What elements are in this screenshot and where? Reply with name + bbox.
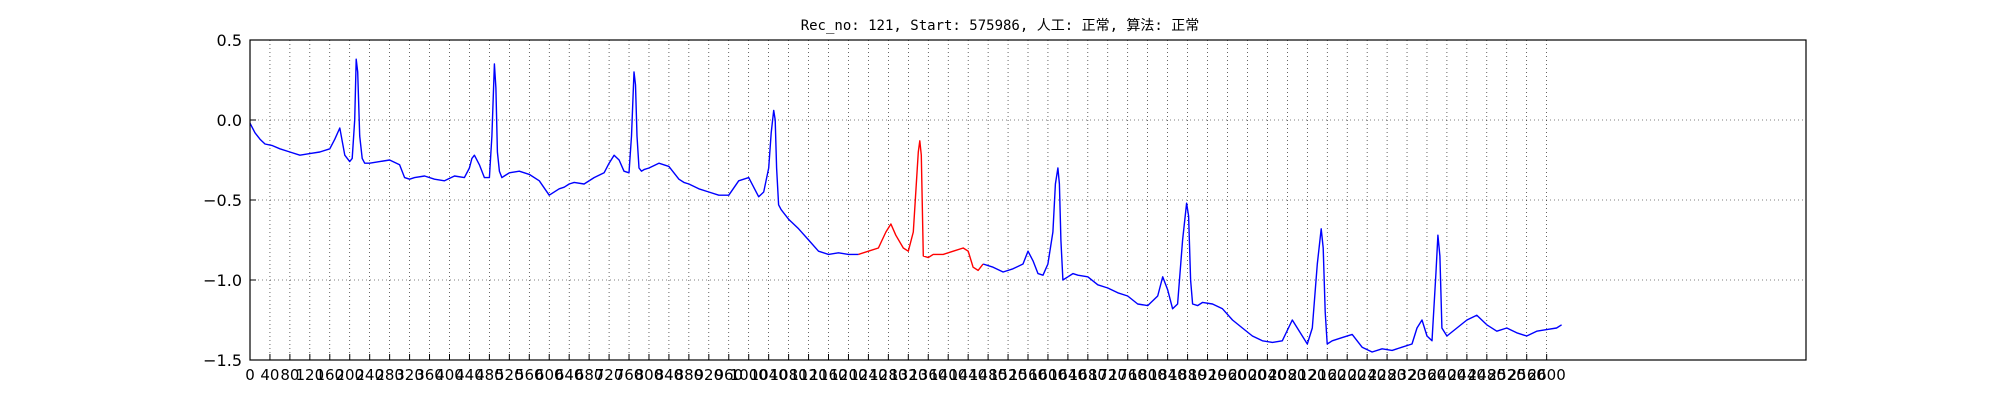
y-axis: −1.5 −1.0 −0.5 0.0 0.5	[203, 31, 256, 370]
x-tick-label: 840	[655, 366, 684, 384]
x-tick-label: 2200	[1328, 366, 1366, 384]
x-tick-label: 480	[475, 366, 504, 384]
x-tick-label: 1360	[909, 366, 947, 384]
x-axis: 0 40 8012016020024028032036040044048052056…	[245, 354, 1566, 384]
x-tick-label: 1800	[1129, 366, 1167, 384]
x-tick-label: 2560	[1508, 366, 1546, 384]
series-line-2	[858, 140, 984, 272]
x-tick-label: 960	[714, 366, 743, 384]
y-tick-label: 0.0	[217, 111, 242, 130]
plot-frame	[249, 39, 1807, 361]
x-tick-label: 1720	[1089, 366, 1127, 384]
x-tick-label: 2080	[1268, 366, 1306, 384]
x-tick-label: 2480	[1468, 366, 1506, 384]
x-tick-label: 40	[260, 366, 279, 384]
x-tick-label: 1080	[770, 366, 808, 384]
grid-lines	[249, 40, 1806, 360]
x-tick-label: 240	[355, 366, 384, 384]
x-tick-label: 2160	[1308, 366, 1346, 384]
x-tick-label: 640	[555, 366, 584, 384]
x-tick-label: 1560	[1009, 366, 1047, 384]
x-tick-label: 200	[335, 366, 364, 384]
x-tick-label: 1320	[889, 366, 927, 384]
x-tick-label: 760	[615, 366, 644, 384]
x-tick-label: 1040	[750, 366, 788, 384]
chart-title: Rec_no: 121, Start: 575986, 人工: 正常, 算法: …	[801, 18, 1200, 34]
x-tick-label: 1880	[1168, 366, 1206, 384]
series-line-1	[249, 58, 859, 256]
x-tick-label: 560	[515, 366, 544, 384]
x-tick-label: 880	[675, 366, 704, 384]
x-tick-label: 1600	[1029, 366, 1067, 384]
x-tick-label: 1120	[789, 366, 827, 384]
x-tick-label: 440	[455, 366, 484, 384]
x-tick-label: 2400	[1428, 366, 1466, 384]
x-tick-label: 2440	[1448, 366, 1486, 384]
x-tick-label: 320	[395, 366, 424, 384]
x-tick-label: 1920	[1188, 366, 1226, 384]
x-tick-label: 280	[375, 366, 404, 384]
y-tick-label: 0.5	[217, 31, 242, 50]
x-tick-label: 1440	[949, 366, 987, 384]
x-tick-label: 0	[245, 366, 255, 384]
x-tick-label: 1200	[829, 366, 867, 384]
x-tick-label: 1240	[849, 366, 887, 384]
x-tick-label: 160	[315, 366, 344, 384]
x-tick-label: 1960	[1208, 366, 1246, 384]
x-tick-label: 1280	[869, 366, 907, 384]
x-tick-label: 120	[296, 366, 325, 384]
x-tick-label: 1840	[1149, 366, 1187, 384]
x-tick-label: 800	[635, 366, 664, 384]
x-tick-label: 1400	[929, 366, 967, 384]
x-tick-label: 2000	[1228, 366, 1266, 384]
x-tick-label: 600	[535, 366, 564, 384]
y-tick-label: −1.0	[203, 271, 242, 290]
x-tick-label: 1520	[989, 366, 1027, 384]
y-tick-label: −1.5	[203, 351, 242, 370]
x-tick-label: 360	[415, 366, 444, 384]
x-tick-label: 1480	[969, 366, 1007, 384]
x-tick-label: 1160	[809, 366, 847, 384]
x-tick-label: 2240	[1348, 366, 1386, 384]
x-tick-label: 920	[695, 366, 724, 384]
x-tick-label: 2600	[1528, 366, 1566, 384]
x-tick-label: 2120	[1288, 366, 1326, 384]
x-tick-label: 2320	[1388, 366, 1426, 384]
series-group	[249, 58, 1562, 353]
x-tick-label: 80	[280, 366, 299, 384]
x-tick-label: 1680	[1069, 366, 1107, 384]
x-tick-label: 520	[495, 366, 524, 384]
x-tick-label: 2280	[1368, 366, 1406, 384]
x-tick-label: 400	[435, 366, 464, 384]
x-tick-label: 1640	[1049, 366, 1087, 384]
series-line-3	[982, 167, 1562, 353]
x-tick-label: 2040	[1248, 366, 1286, 384]
x-tick-label: 2520	[1488, 366, 1526, 384]
x-tick-label: 680	[575, 366, 604, 384]
x-tick-label: 1760	[1109, 366, 1147, 384]
x-tick-label: 2360	[1408, 366, 1446, 384]
x-tick-label: 720	[595, 366, 624, 384]
y-tick-label: −0.5	[203, 191, 242, 210]
x-tick-label: 1000	[730, 366, 768, 384]
